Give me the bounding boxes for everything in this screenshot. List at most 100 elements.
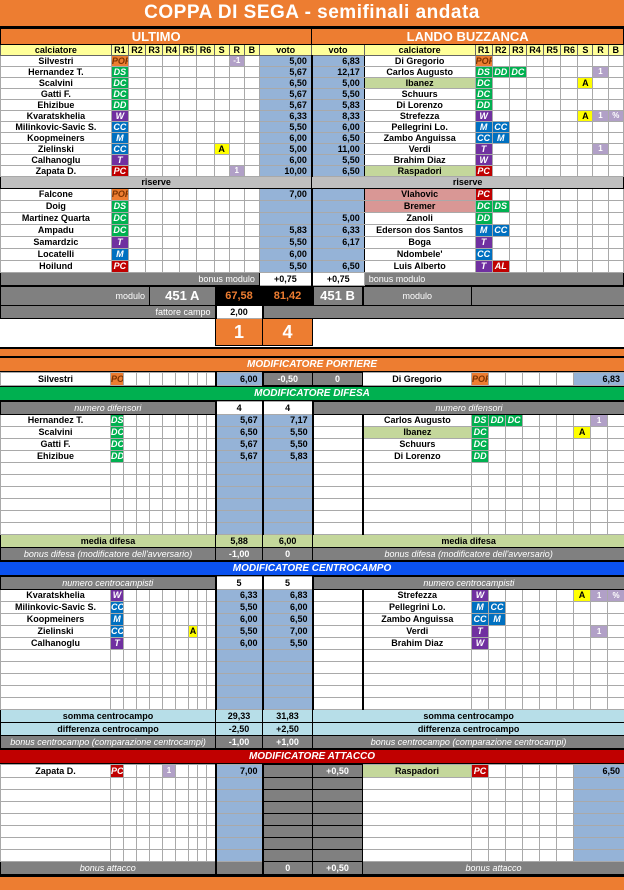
grid-cell: [180, 133, 197, 144]
grid-cell: [523, 638, 540, 650]
numero-label-left: numero centrocampisti: [1, 577, 216, 590]
player-name-cell: Zapata D.: [1, 765, 111, 778]
grid-cell: [506, 838, 523, 850]
voto-cell: [263, 650, 313, 662]
grid-cell: [313, 451, 363, 463]
grid-cell: [124, 487, 137, 499]
grid-cell: [150, 439, 163, 451]
riserve-header-right: riserve: [312, 177, 624, 189]
grid-cell: [163, 155, 180, 166]
grid-cell: [176, 602, 189, 614]
grid-cell: [523, 686, 540, 698]
grid-cell: [137, 415, 150, 427]
player-name-cell: Kvaratskhelia: [1, 590, 111, 602]
grid-cell: [557, 523, 574, 535]
yellow-card-badge: A: [578, 78, 593, 89]
grid-cell: [544, 78, 561, 89]
player-name-cell: Zapata D.: [1, 166, 112, 177]
voto-cell: 6,83: [312, 56, 364, 67]
grid-cell: [523, 802, 540, 814]
grid-cell: [189, 373, 198, 386]
role-badge: AL: [492, 261, 509, 273]
grid-cell: [176, 373, 189, 386]
grid-cell: [176, 686, 189, 698]
grid-cell: [163, 89, 180, 100]
voto-cell: 5,67: [259, 67, 311, 78]
bonus-attacco-mid: +0,50: [313, 765, 363, 778]
grid-cell: [489, 626, 506, 638]
grid-cell: [229, 133, 244, 144]
role-badge: T: [475, 144, 492, 155]
grid-cell: [540, 487, 557, 499]
voto-cell: 5,50: [216, 626, 263, 638]
grid-cell: [363, 802, 472, 814]
role-badge: W: [111, 590, 124, 602]
grid-cell: [163, 802, 176, 814]
grid-cell: [124, 674, 137, 686]
grid-cell: [180, 189, 197, 201]
grid-cell: [1, 826, 111, 838]
role-badge: DC: [111, 427, 124, 439]
role-badge: DS: [492, 201, 509, 213]
grid-cell: [207, 475, 216, 487]
grid-cell: [198, 802, 207, 814]
grid-cell: [363, 850, 472, 862]
player-name-cell: Silvestri: [1, 373, 111, 386]
grid-cell: [593, 122, 608, 133]
voto-cell: 11,00: [312, 144, 364, 155]
grid-cell: [128, 56, 145, 67]
voto-cell: 5,50: [259, 122, 311, 133]
grid-cell: [578, 213, 593, 225]
grid-cell: [561, 100, 578, 111]
grid-cell: [544, 144, 561, 155]
voto-cell: [263, 662, 313, 674]
grid-cell: [489, 802, 506, 814]
column-header-role: R5: [544, 45, 561, 56]
grid-cell: [526, 225, 543, 237]
role-badge: DC: [111, 213, 128, 225]
voto-cell: 5,50: [312, 89, 364, 100]
grid-cell: [540, 523, 557, 535]
grid-cell: [198, 626, 207, 638]
player-name-cell: Raspadori: [363, 765, 472, 778]
grid-cell: [163, 415, 176, 427]
grid-cell: [189, 765, 198, 778]
grid-cell: [128, 213, 145, 225]
role-badge: T: [111, 638, 124, 650]
grid-cell: [137, 451, 150, 463]
grid-cell: [124, 850, 137, 862]
role-badge: CC: [472, 614, 489, 626]
column-header-role: R4: [163, 45, 180, 56]
grid-cell: [150, 626, 163, 638]
grid-cell: [124, 765, 137, 778]
grid-cell: [244, 67, 259, 78]
grid-cell: [244, 155, 259, 166]
grid-cell: [540, 499, 557, 511]
grid-cell: [472, 487, 489, 499]
grid-cell: [313, 487, 363, 499]
grid-cell: [591, 674, 608, 686]
somma-centrocampo-label: somma centrocampo: [313, 710, 624, 723]
grid-cell: [506, 373, 523, 386]
grid-cell: [197, 249, 214, 261]
grid-cell: [180, 89, 197, 100]
grid-cell: [189, 826, 198, 838]
grid-cell: [150, 650, 163, 662]
grid-cell: [163, 638, 176, 650]
grid-cell: [1, 686, 111, 698]
role-badge: CC: [475, 249, 492, 261]
grid-cell: [163, 237, 180, 249]
voto-cell: 6,50: [312, 261, 364, 273]
grid-cell: [176, 463, 189, 475]
grid-cell: [176, 590, 189, 602]
grid-cell: [214, 237, 229, 249]
grid-cell: [180, 213, 197, 225]
grid-cell: [574, 499, 591, 511]
grid-cell: [506, 650, 523, 662]
numero-value-left: 5: [216, 577, 263, 590]
grid-cell: [150, 802, 163, 814]
voto-cell: [574, 790, 624, 802]
grid-cell: [591, 662, 608, 674]
grid-cell: [540, 638, 557, 650]
role-badge: T: [475, 261, 492, 273]
